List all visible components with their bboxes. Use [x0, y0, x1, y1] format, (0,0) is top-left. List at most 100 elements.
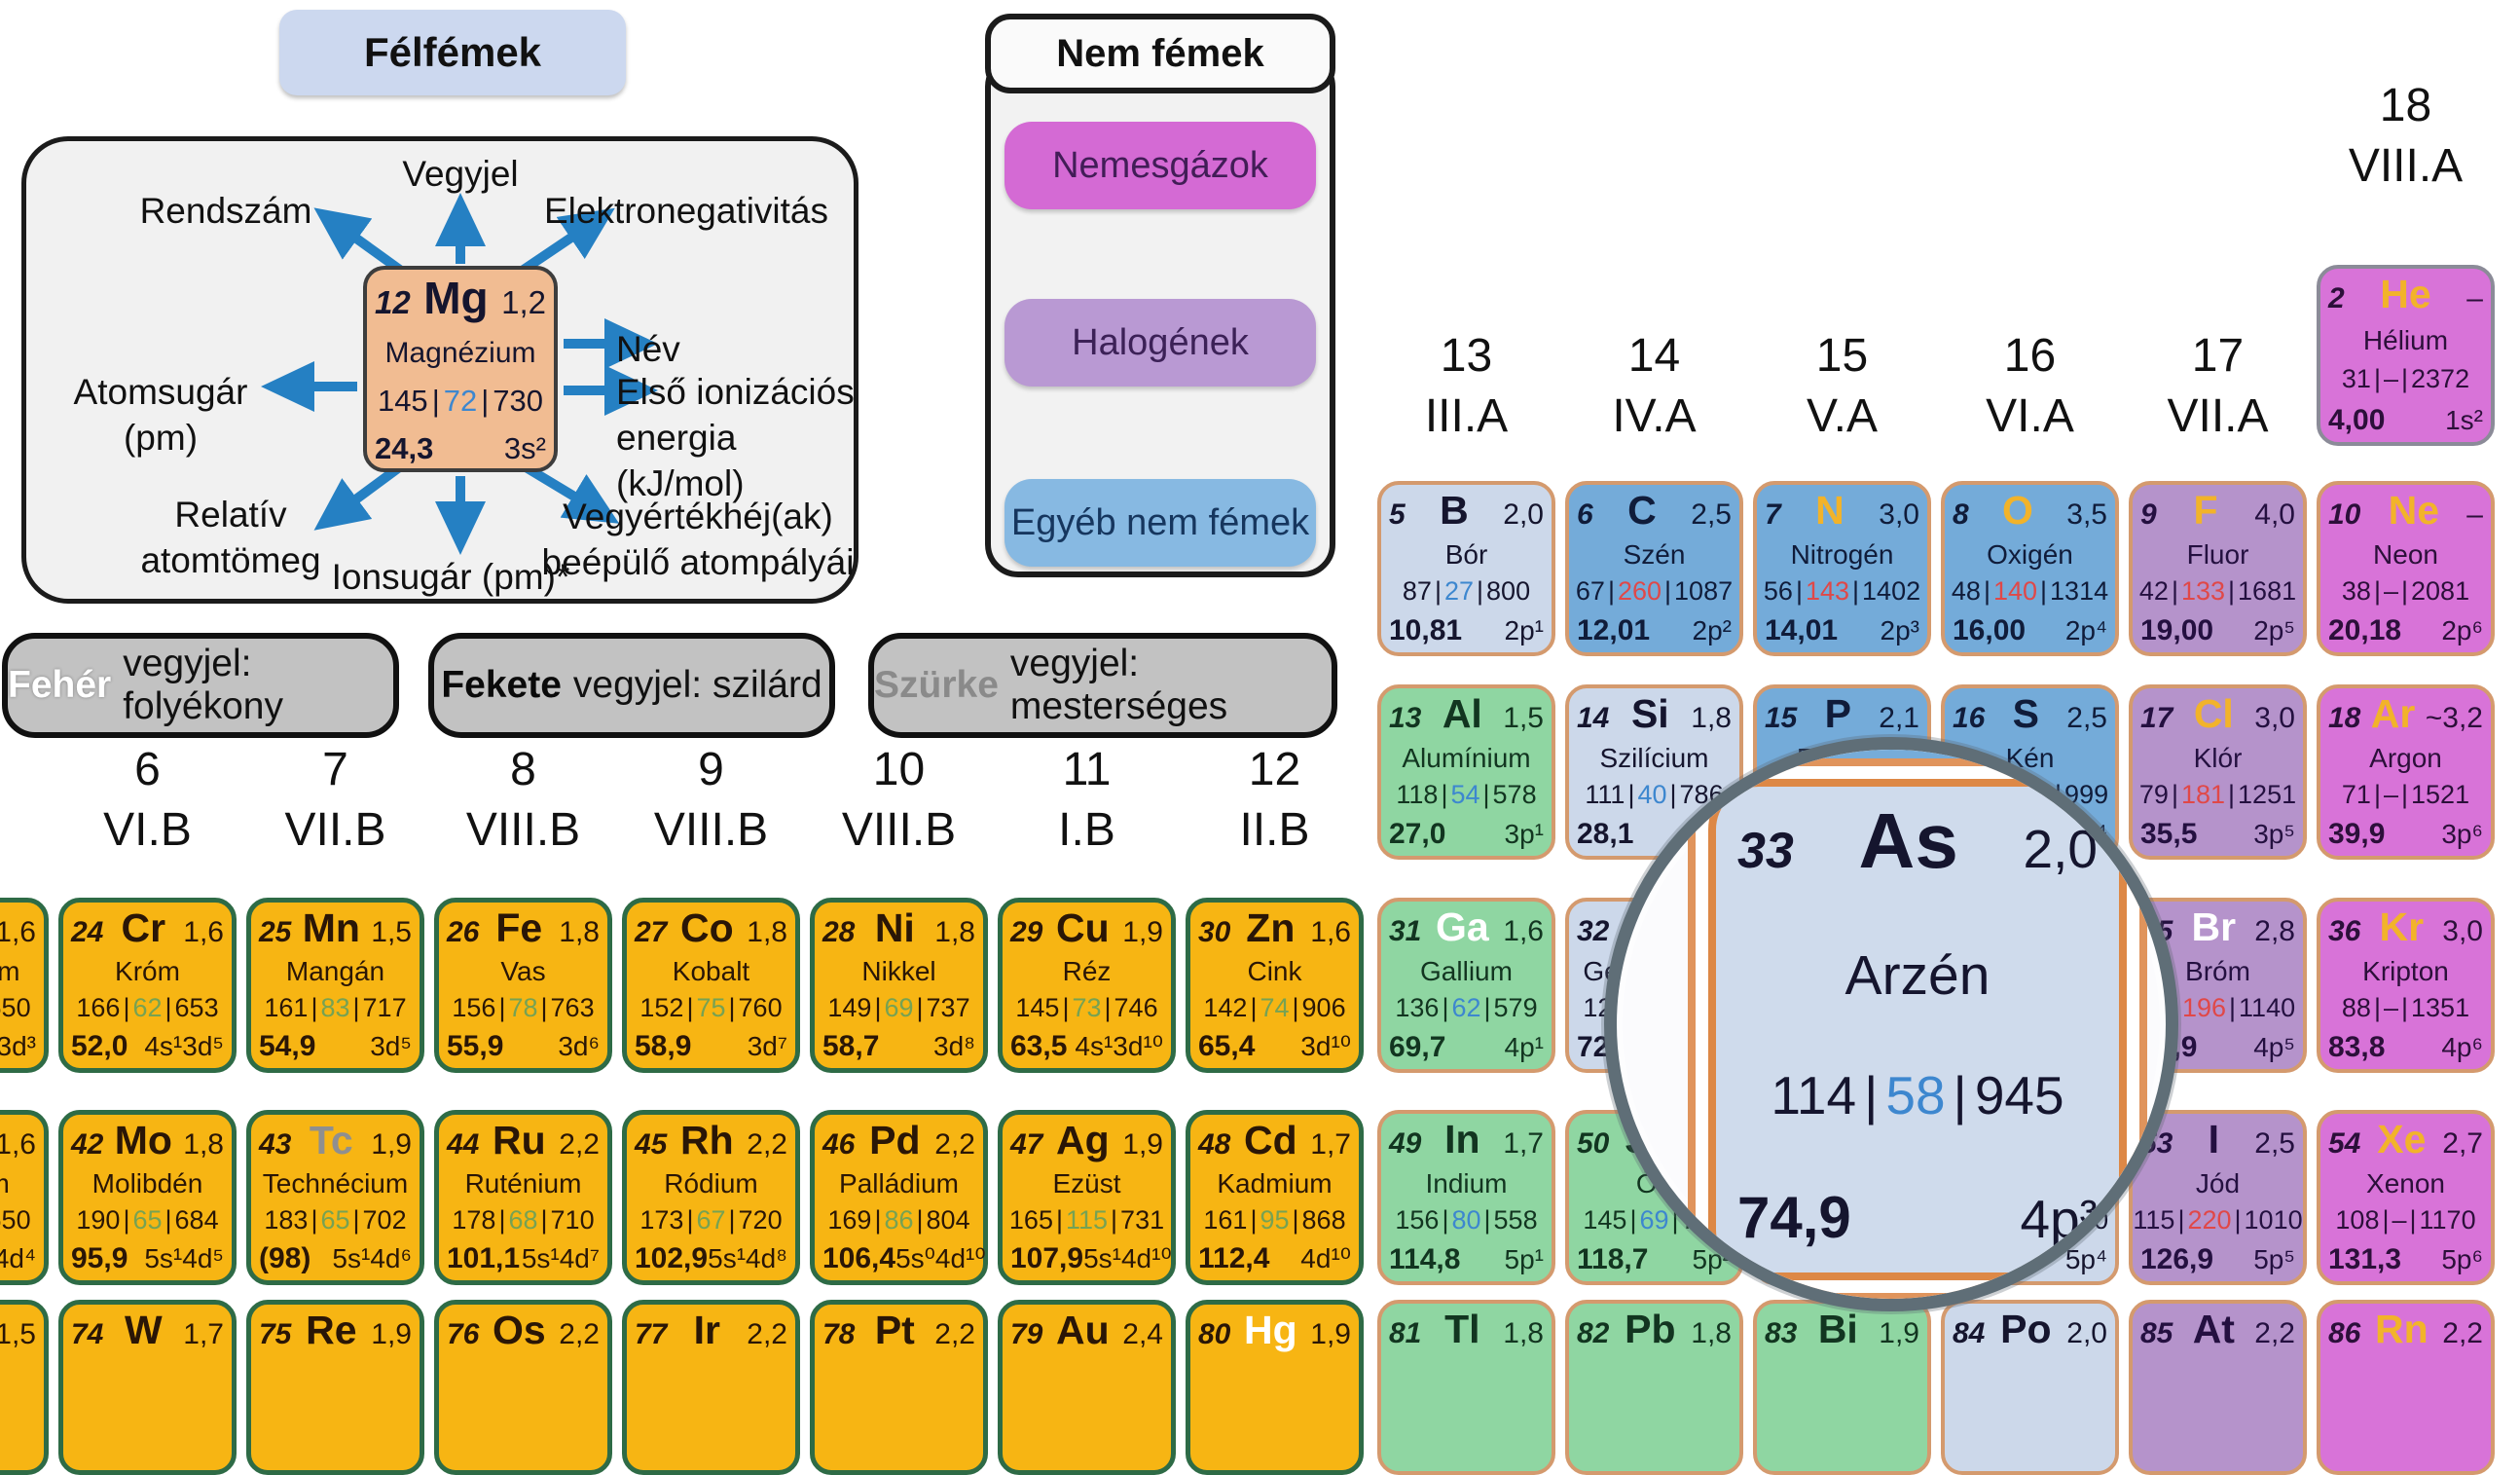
element-cell-In: 49 In 1,7 Indium 156 | 80 | 558 114,8 5p¹ — [1377, 1110, 1555, 1285]
atomic-mass: 95,9 — [71, 1242, 128, 1274]
element-cell-Ag: 47 Ag 1,9 Ezüst 165 | 115 | 731 107,9 5s¹4d¹… — [998, 1110, 1176, 1285]
radii-ionization-row: 79 | 181 | 1251 — [2138, 780, 2297, 810]
atomic-radius-value: 42 — [2138, 576, 2169, 607]
ionic-radius-value: 69 — [884, 993, 914, 1022]
ionic-radius-value: 65 — [132, 1205, 163, 1235]
ionic-radius-value: 86 — [884, 1205, 914, 1235]
label-ionic-radius: Ionsugár (pm)* — [331, 557, 570, 597]
atomic-mass: 55,9 — [447, 1030, 504, 1062]
atomic-number: 75 — [259, 1318, 292, 1350]
electron-config: 1s² — [2445, 404, 2483, 435]
radii-ionization-row: 136 | 62 | 579 — [1395, 993, 1538, 1023]
electronegativity: 1,8 — [934, 916, 975, 948]
group-header: 13 III.A — [1377, 326, 1555, 447]
ionization-energy-value: 763 — [550, 993, 595, 1022]
example-atomic-number: 12 — [375, 284, 411, 320]
ionic-radius-value: – — [2383, 780, 2398, 810]
ionic-radius-value: 74 — [1260, 993, 1290, 1022]
ionization-energy-value: 702 — [362, 1205, 407, 1235]
magnified-atomic-mass: 74,9 — [1737, 1184, 1851, 1250]
element-cell-Re: 75 Re 1,9 — [246, 1300, 424, 1475]
ionization-energy-value: 804 — [926, 1205, 970, 1235]
electronegativity: 4,0 — [2254, 498, 2295, 531]
element-cell-Xe: 54 Xe 2,7 Xenon 108 | – | 1170 131,3 5p⁶ — [2317, 1110, 2495, 1285]
element-symbol: Bi — [1817, 1307, 1858, 1351]
element-name: Nitrogén — [1790, 538, 1894, 570]
element-name: Jód — [2195, 1167, 2241, 1198]
magnified-arsenic-cell: 33 As 2,0 Arzén 114 | 58 | 945 74,9 4p³ — [1708, 779, 2127, 1280]
radii-ionization-row: 190 | 65 | 684 — [76, 1205, 219, 1235]
group-roman-numeral: I.B — [1058, 804, 1115, 856]
element-cell-Ni: 28 Ni 1,8 Nikkel 149 | 69 | 737 58,7 3d⁸ — [810, 898, 988, 1073]
electron-config: 2p⁴ — [2064, 614, 2107, 645]
atomic-number: 29 — [1010, 916, 1043, 948]
ionization-energy-value: 2372 — [2411, 364, 2470, 394]
electronegativity: 2,7 — [2442, 1127, 2483, 1160]
example-element-symbol: Mg — [423, 273, 489, 323]
magnified-element-name: Arzén — [1844, 943, 1990, 1007]
element-cell-Mn: 25 Mn 1,5 Mangán 161 | 83 | 717 54,9 3d⁵ — [246, 898, 424, 1073]
ionic-radius-value: 78 — [508, 993, 538, 1022]
cell-explanation-box: Vegyjel Rendszám Elektronegativitás Név … — [21, 136, 858, 604]
electronegativity: 2,2 — [934, 1318, 975, 1350]
element-cell-Po: 84 Po 2,0 — [1941, 1300, 2119, 1475]
atomic-number: 15 — [1765, 702, 1798, 734]
ionic-radius-value: 69 — [1639, 1205, 1669, 1235]
element-name: Réz — [1062, 956, 1112, 986]
group-header: 11 I.B — [998, 740, 1176, 861]
element-name: Neon — [2373, 538, 2438, 570]
element-cell-Mo: 42 Mo 1,8 Molibdén 190 | 65 | 684 95,9 5s¹4d… — [58, 1110, 237, 1285]
element-name: Xenon — [2366, 1167, 2445, 1198]
atomic-number: 79 — [1010, 1318, 1043, 1350]
electron-config: 5p¹ — [1504, 1243, 1544, 1274]
ionization-energy-value: 1251 — [2238, 780, 2297, 810]
electronegativity: ~3,2 — [2425, 702, 2483, 734]
radii-ionization-row: 178 | 68 | 710 — [452, 1205, 595, 1235]
atomic-number: 14 — [1577, 702, 1610, 734]
element-name: Nióbium — [0, 1168, 36, 1198]
ionization-energy-value: 720 — [738, 1205, 783, 1235]
atomic-mass: 58,7 — [822, 1030, 880, 1062]
radii-ionization-row: 156 | 78 | 763 — [452, 993, 595, 1022]
group-number: 15 — [1815, 330, 1869, 382]
ionic-radius-value: 115 — [1065, 1205, 1109, 1235]
element-cell-N: 7 N 3,0 Nitrogén 56 | 143 | 1402 14,01 2p³ — [1753, 481, 1931, 656]
element-symbol: Co — [680, 905, 734, 950]
element-symbol: Rn — [2375, 1307, 2429, 1351]
ionic-radius-value: – — [2383, 364, 2398, 394]
label-valence-shell-orbitals: Vegyértékhéj(ak) beépülő atompályái — [541, 497, 855, 582]
electron-config: 4p¹ — [1504, 1031, 1544, 1062]
element-name: Kadmium — [1217, 1168, 1333, 1198]
ionization-energy-value: 906 — [1301, 993, 1346, 1022]
element-symbol: Cl — [2193, 691, 2234, 736]
element-cell-Co: 27 Co 1,8 Kobalt 152 | 75 | 760 58,9 3d⁷ — [622, 898, 800, 1073]
atomic-radius-value: 156 — [1395, 1205, 1440, 1235]
atomic-number: 85 — [2140, 1317, 2173, 1349]
group-header: 15 V.A — [1753, 326, 1931, 447]
electron-config: 3d¹⁰ — [1300, 1031, 1351, 1061]
element-symbol: Pb — [1625, 1307, 1676, 1351]
element-symbol: Ag — [1056, 1118, 1110, 1162]
electronegativity: 1,8 — [559, 916, 600, 948]
atomic-number: 36 — [2328, 915, 2361, 947]
group-header: 16 VI.A — [1941, 326, 2119, 447]
electron-config: 5s¹4d⁴ — [0, 1243, 36, 1273]
electronegativity: 2,0 — [1503, 498, 1544, 531]
element-symbol: Po — [2000, 1307, 2052, 1351]
element-name: Szén — [1623, 538, 1686, 570]
radii-ionization-row: 173 | 67 | 720 — [639, 1205, 783, 1235]
atomic-mass: 63,5 — [1010, 1030, 1068, 1062]
group-roman-numeral: VII.A — [2167, 390, 2269, 442]
group-number: 11 — [1062, 744, 1112, 795]
element-symbol: Cu — [1056, 905, 1110, 950]
atomic-radius-value: 190 — [76, 1205, 121, 1235]
element-symbol: Ir — [693, 1308, 720, 1352]
example-atomic-mass: 24,3 — [375, 430, 434, 465]
ionic-radius-value: 140 — [1992, 576, 2038, 607]
atomic-radius-value: 169 — [827, 1205, 872, 1235]
element-symbol: Mn — [302, 905, 360, 950]
electron-config: 3p¹ — [1504, 818, 1544, 849]
group-header: 5 V.B — [0, 740, 49, 861]
atomic-number: 80 — [1198, 1318, 1231, 1350]
element-cell-Os: 76 Os 2,2 — [434, 1300, 612, 1475]
